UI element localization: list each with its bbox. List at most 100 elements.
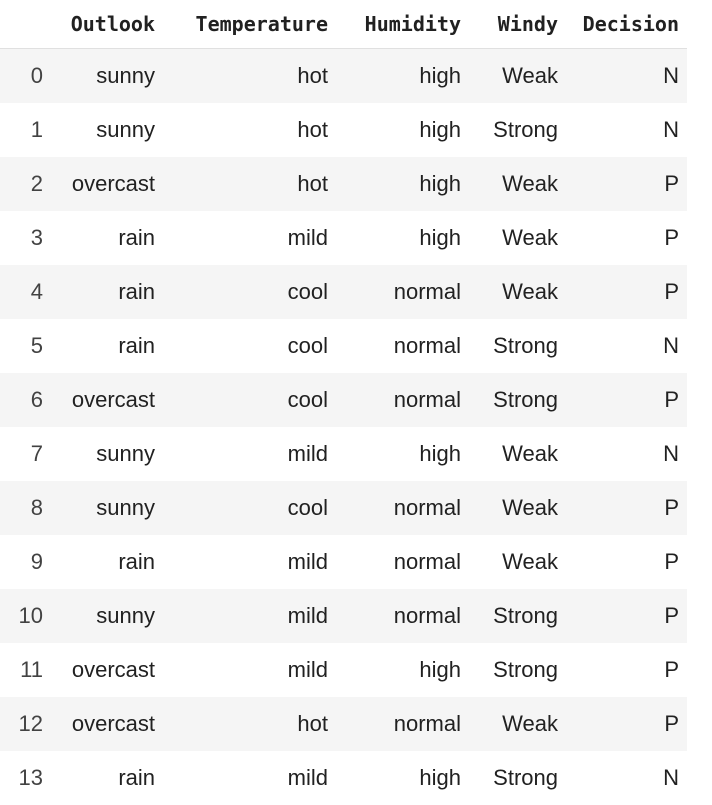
- row-index: 5: [0, 319, 51, 373]
- temperature-cell: cool: [163, 319, 336, 373]
- outlook-cell: rain: [51, 211, 163, 265]
- temperature-cell: hot: [163, 49, 336, 104]
- outlook-cell: sunny: [51, 103, 163, 157]
- windy-cell: Weak: [469, 157, 566, 211]
- column-header-index: [0, 0, 51, 49]
- row-index: 0: [0, 49, 51, 104]
- column-header-decision: Decision: [566, 0, 687, 49]
- temperature-cell: cool: [163, 265, 336, 319]
- windy-cell: Strong: [469, 103, 566, 157]
- humidity-cell: normal: [336, 535, 469, 589]
- humidity-cell: high: [336, 751, 469, 805]
- decision-cell: P: [566, 535, 687, 589]
- humidity-cell: normal: [336, 265, 469, 319]
- windy-cell: Strong: [469, 589, 566, 643]
- outlook-cell: sunny: [51, 481, 163, 535]
- humidity-cell: high: [336, 103, 469, 157]
- temperature-cell: hot: [163, 157, 336, 211]
- humidity-cell: normal: [336, 481, 469, 535]
- row-index: 2: [0, 157, 51, 211]
- table-header: Outlook Temperature Humidity Windy Decis…: [0, 0, 687, 49]
- outlook-cell: sunny: [51, 49, 163, 104]
- windy-cell: Weak: [469, 697, 566, 751]
- temperature-cell: mild: [163, 427, 336, 481]
- windy-cell: Weak: [469, 535, 566, 589]
- row-index: 10: [0, 589, 51, 643]
- humidity-cell: high: [336, 157, 469, 211]
- decision-cell: N: [566, 427, 687, 481]
- decision-cell: P: [566, 265, 687, 319]
- outlook-cell: sunny: [51, 589, 163, 643]
- dataframe-table: Outlook Temperature Humidity Windy Decis…: [0, 0, 687, 805]
- row-index: 11: [0, 643, 51, 697]
- outlook-cell: overcast: [51, 373, 163, 427]
- windy-cell: Weak: [469, 481, 566, 535]
- decision-cell: N: [566, 751, 687, 805]
- decision-cell: P: [566, 481, 687, 535]
- row-index: 8: [0, 481, 51, 535]
- humidity-cell: high: [336, 643, 469, 697]
- row-index: 3: [0, 211, 51, 265]
- temperature-cell: cool: [163, 373, 336, 427]
- outlook-cell: rain: [51, 535, 163, 589]
- column-header-outlook: Outlook: [51, 0, 163, 49]
- row-index: 13: [0, 751, 51, 805]
- decision-cell: N: [566, 49, 687, 104]
- outlook-cell: sunny: [51, 427, 163, 481]
- outlook-cell: rain: [51, 265, 163, 319]
- decision-cell: P: [566, 697, 687, 751]
- decision-cell: P: [566, 373, 687, 427]
- header-row: Outlook Temperature Humidity Windy Decis…: [0, 0, 687, 49]
- column-header-temperature: Temperature: [163, 0, 336, 49]
- humidity-cell: normal: [336, 373, 469, 427]
- windy-cell: Weak: [469, 427, 566, 481]
- windy-cell: Strong: [469, 751, 566, 805]
- outlook-cell: rain: [51, 751, 163, 805]
- outlook-cell: overcast: [51, 643, 163, 697]
- row-index: 4: [0, 265, 51, 319]
- decision-cell: N: [566, 103, 687, 157]
- outlook-cell: overcast: [51, 157, 163, 211]
- temperature-cell: mild: [163, 211, 336, 265]
- windy-cell: Strong: [469, 373, 566, 427]
- humidity-cell: high: [336, 427, 469, 481]
- column-header-humidity: Humidity: [336, 0, 469, 49]
- windy-cell: Strong: [469, 319, 566, 373]
- windy-cell: Strong: [469, 643, 566, 697]
- row-index: 6: [0, 373, 51, 427]
- row-index: 1: [0, 103, 51, 157]
- row-index: 12: [0, 697, 51, 751]
- humidity-cell: high: [336, 211, 469, 265]
- decision-cell: P: [566, 589, 687, 643]
- windy-cell: Weak: [469, 211, 566, 265]
- column-header-windy: Windy: [469, 0, 566, 49]
- temperature-cell: mild: [163, 751, 336, 805]
- temperature-cell: mild: [163, 589, 336, 643]
- decision-cell: P: [566, 157, 687, 211]
- windy-cell: Weak: [469, 49, 566, 104]
- decision-cell: N: [566, 319, 687, 373]
- temperature-cell: hot: [163, 697, 336, 751]
- row-index: 9: [0, 535, 51, 589]
- outlook-cell: overcast: [51, 697, 163, 751]
- decision-cell: P: [566, 211, 687, 265]
- temperature-cell: mild: [163, 535, 336, 589]
- humidity-cell: normal: [336, 589, 469, 643]
- temperature-cell: mild: [163, 643, 336, 697]
- outlook-cell: rain: [51, 319, 163, 373]
- temperature-cell: cool: [163, 481, 336, 535]
- decision-cell: P: [566, 643, 687, 697]
